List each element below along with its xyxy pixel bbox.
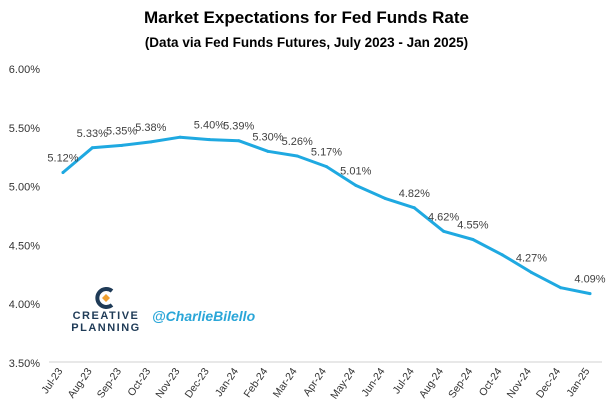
data-point bbox=[90, 146, 94, 150]
series-line bbox=[61, 135, 592, 296]
data-point bbox=[178, 135, 182, 139]
x-tick-label: Jan-25 bbox=[564, 366, 592, 399]
data-point bbox=[471, 238, 475, 242]
y-tick-label: 6.00% bbox=[9, 64, 40, 76]
y-tick-label: 5.00% bbox=[9, 182, 40, 194]
logo-line-2: PLANNING bbox=[71, 322, 141, 334]
x-tick-label: Jul-23 bbox=[39, 366, 65, 396]
creative-planning-logo-icon bbox=[95, 287, 114, 309]
data-point bbox=[588, 292, 592, 296]
data-label: 4.27% bbox=[516, 252, 547, 264]
logo-line-1: CREATIVE bbox=[72, 310, 140, 322]
x-tick-label: Oct-24 bbox=[477, 366, 505, 399]
y-axis: 3.50% 4.00% 4.50% 5.00% 5.50% 6.00% bbox=[9, 64, 40, 370]
y-tick-label: 5.50% bbox=[9, 123, 40, 135]
author-handle: @CharlieBilello bbox=[152, 308, 256, 324]
data-label: 5.35% bbox=[106, 125, 137, 137]
x-tick-label: Nov-23 bbox=[153, 366, 182, 401]
y-tick-label: 3.50% bbox=[9, 358, 40, 370]
x-tick-label: Oct-23 bbox=[125, 366, 153, 399]
data-labels: 5.12% 5.33%5.35%5.38% 5.40%5.39%5.30%5.26%… bbox=[47, 120, 605, 286]
data-point bbox=[149, 140, 153, 144]
x-tick-label: May-24 bbox=[328, 366, 358, 402]
data-point bbox=[237, 139, 241, 143]
x-tick-label: Sep-24 bbox=[446, 366, 475, 401]
data-point bbox=[295, 154, 299, 158]
data-label: 5.38% bbox=[135, 122, 166, 134]
data-label: 5.12% bbox=[47, 152, 78, 164]
chart-subtitle: (Data via Fed Funds Futures, July 2023 -… bbox=[144, 35, 469, 50]
data-label: 5.40% bbox=[194, 120, 225, 132]
y-tick-label: 4.50% bbox=[9, 240, 40, 252]
data-point bbox=[529, 270, 533, 274]
x-tick-label: Jul-24 bbox=[391, 366, 417, 396]
data-point bbox=[61, 170, 65, 174]
data-point bbox=[120, 143, 124, 147]
x-tick-label: Sep-23 bbox=[95, 366, 124, 401]
x-tick-label: Jan-24 bbox=[213, 366, 241, 399]
data-point bbox=[325, 165, 328, 169]
data-point bbox=[207, 138, 211, 142]
data-label: 5.33% bbox=[77, 128, 108, 140]
x-tick-label: Nov-24 bbox=[505, 366, 534, 401]
data-label: 4.09% bbox=[574, 274, 605, 286]
data-label: 5.17% bbox=[311, 147, 342, 159]
x-tick-label: Jun-24 bbox=[359, 366, 387, 399]
data-label: 5.26% bbox=[282, 136, 313, 148]
creative-planning-logo: CREATIVE PLANNING bbox=[66, 286, 146, 334]
data-label: 4.82% bbox=[399, 188, 430, 200]
data-point bbox=[559, 286, 563, 290]
data-label: 5.01% bbox=[340, 165, 371, 177]
x-tick-label: Dec-24 bbox=[534, 366, 563, 401]
data-point bbox=[412, 206, 416, 210]
data-label: 4.55% bbox=[457, 220, 488, 232]
data-point bbox=[266, 149, 270, 153]
data-point bbox=[383, 196, 387, 200]
x-tick-label: Feb-24 bbox=[241, 366, 270, 400]
data-point bbox=[354, 183, 358, 187]
data-label: 4.62% bbox=[428, 211, 459, 223]
x-axis: Jul-23 Aug-23 Sep-23 Oct-23 Nov-23 Dec-23 Jan-… bbox=[39, 366, 592, 402]
data-label: 5.39% bbox=[223, 121, 254, 133]
x-tick-label: Aug-24 bbox=[417, 366, 446, 401]
data-point bbox=[442, 229, 446, 233]
data-point bbox=[500, 253, 504, 257]
x-tick-label: Mar-24 bbox=[271, 366, 300, 400]
y-tick-label: 4.00% bbox=[9, 299, 40, 311]
x-tick-label: Apr-24 bbox=[301, 366, 329, 399]
x-tick-label: Aug-23 bbox=[65, 366, 94, 401]
series-group bbox=[61, 135, 592, 296]
data-label: 5.30% bbox=[252, 131, 283, 143]
chart-title: Market Expectations for Fed Funds Rate bbox=[144, 8, 469, 27]
x-tick-label: Dec-23 bbox=[183, 366, 212, 401]
